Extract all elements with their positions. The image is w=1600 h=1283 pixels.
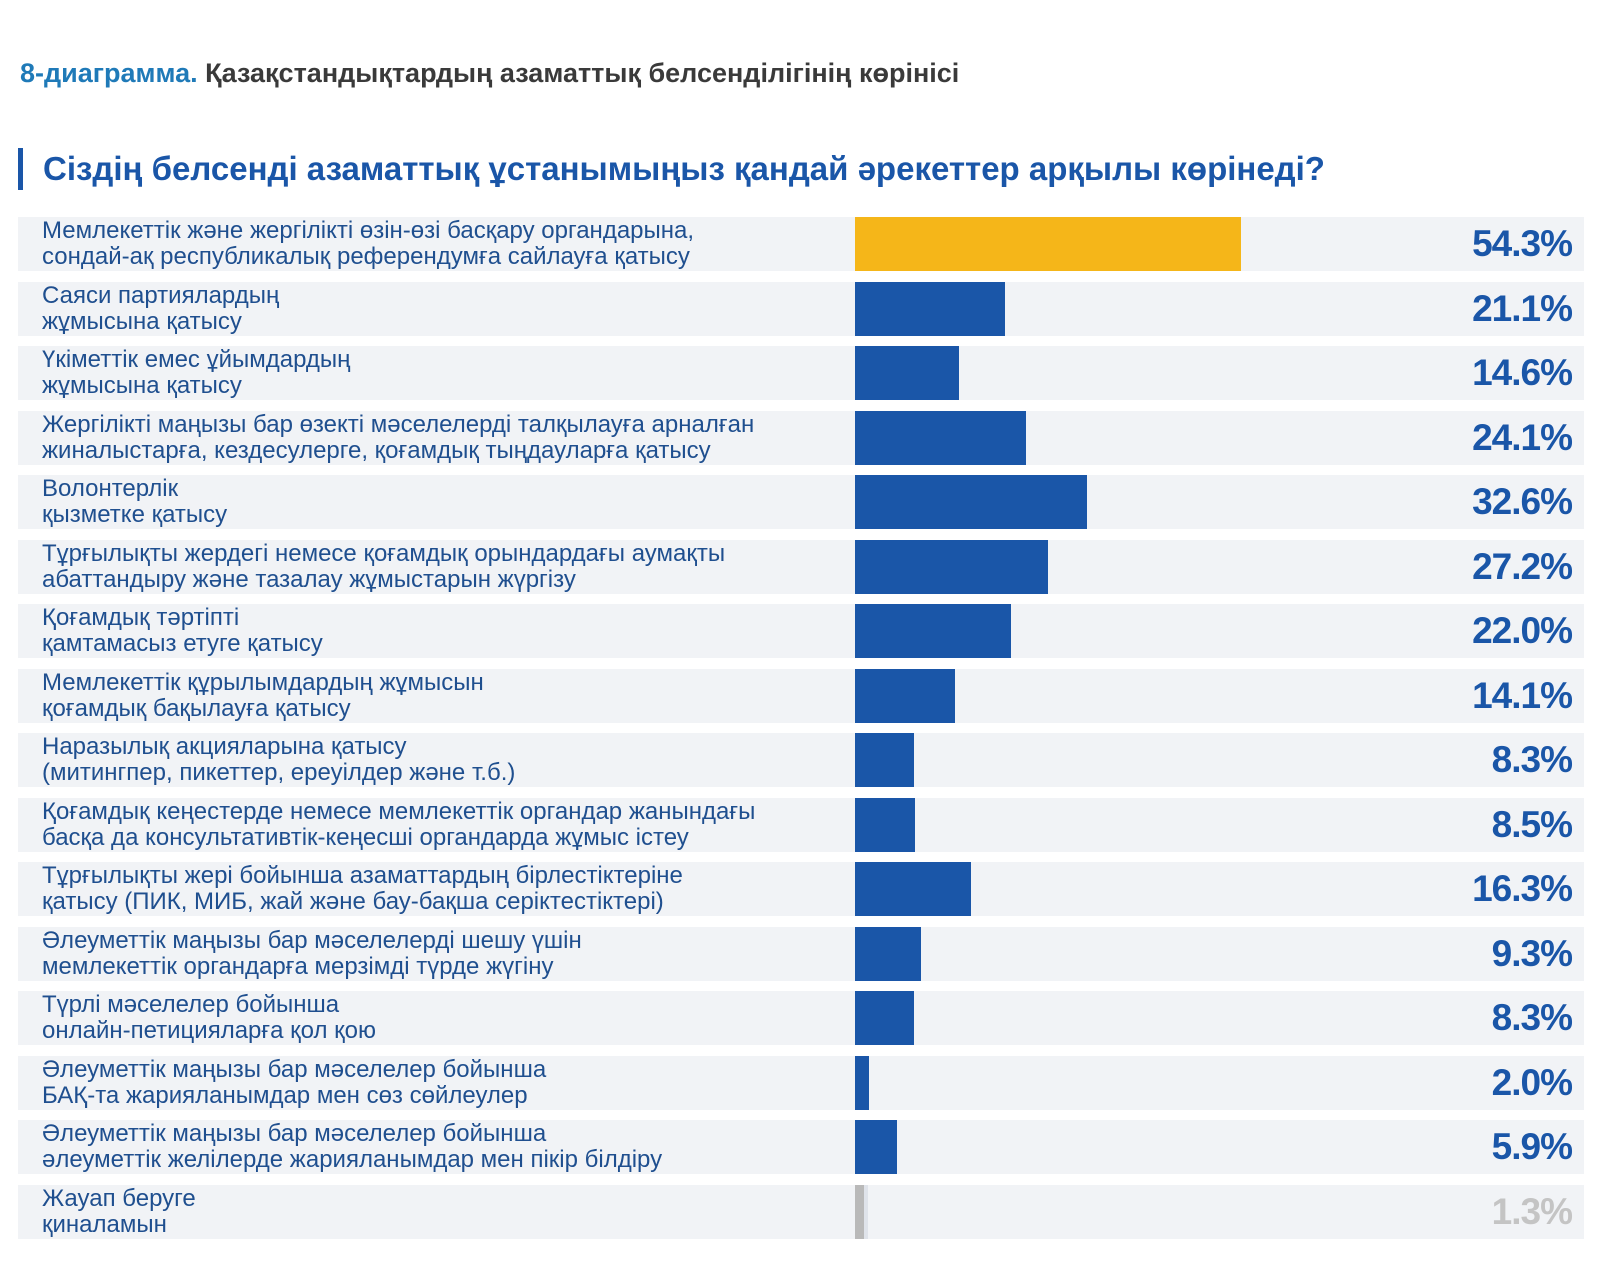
category-label: Тұрғылықты жердегі немесе қоғамдық орынд… xyxy=(42,540,726,593)
bar xyxy=(855,346,959,400)
bar xyxy=(855,733,914,787)
category-label: Түрлі мәселелер бойынша онлайн-петицияла… xyxy=(42,991,377,1044)
chart-row: Мемлекеттік құрылымдардың жұмысын қоғамд… xyxy=(18,669,1584,723)
category-label: Мемлекеттік құрылымдардың жұмысын қоғамд… xyxy=(42,669,484,722)
bar xyxy=(855,1120,897,1174)
chart-row: Әлеуметтік маңызы бар мәселелер бойынша … xyxy=(18,1120,1584,1174)
data-label: 8.3% xyxy=(1491,997,1573,1038)
figure-title: Қазақстандықтардың азаматтық белсенділіг… xyxy=(205,58,960,88)
category-label: Қоғамдық тәртіпті қамтамасыз етуге қатыс… xyxy=(42,604,323,657)
bar xyxy=(855,411,1027,465)
data-label: 16.3% xyxy=(1472,868,1573,909)
chart-row: Наразылық акцияларына қатысу (митингпер,… xyxy=(18,733,1584,787)
category-label: Әлеуметтік маңызы бар мәселелер бойынша … xyxy=(42,1120,663,1173)
chart-row: Үкіметтік емес ұйымдардың жұмысына қатыс… xyxy=(18,346,1584,400)
data-label: 54.3% xyxy=(1472,223,1573,264)
category-label: Тұрғылықты жері бойынша азаматтардың бір… xyxy=(42,862,683,915)
bar xyxy=(855,475,1087,529)
bar xyxy=(855,669,956,723)
bar xyxy=(855,862,971,916)
figure-caption: 8-диаграмма. Қазақстандықтардың азаматты… xyxy=(20,58,959,89)
data-label: 5.9% xyxy=(1491,1126,1573,1167)
bar xyxy=(855,217,1241,271)
bar xyxy=(855,540,1049,594)
chart-row: Мемлекеттік және жергілікті өзін-өзі бас… xyxy=(18,217,1584,271)
category-label: Наразылық акцияларына қатысу (митингпер,… xyxy=(42,733,516,786)
chart-row: Қоғамдық тәртіпті қамтамасыз етуге қатыс… xyxy=(18,604,1584,658)
category-label: Әлеуметтік маңызы бар мәселелер бойынша … xyxy=(42,1056,547,1109)
chart-row: Жауап беруге қиналамын 1.3% xyxy=(18,1185,1584,1239)
data-label: 14.6% xyxy=(1472,352,1573,393)
chart-row: Әлеуметтік маңызы бар мәселелерді шешу ү… xyxy=(18,927,1584,981)
bar xyxy=(855,991,914,1045)
category-label: Волонтерлік қызметке қатысу xyxy=(42,475,228,528)
data-label: 9.3% xyxy=(1491,933,1573,974)
data-label: 21.1% xyxy=(1472,288,1573,329)
category-label: Мемлекеттік және жергілікті өзін-өзі бас… xyxy=(42,217,695,270)
chart-row: Тұрғылықты жердегі немесе қоғамдық орынд… xyxy=(18,540,1584,594)
bar xyxy=(855,798,916,852)
bar xyxy=(855,1185,865,1239)
chart-row: Тұрғылықты жері бойынша азаматтардың бір… xyxy=(18,862,1584,916)
chart-row: Жергілікті маңызы бар өзекті мәселелерді… xyxy=(18,411,1584,465)
chart-row: Волонтерлік қызметке қатысу 32.6% xyxy=(18,475,1584,529)
data-label: 22.0% xyxy=(1472,610,1573,651)
data-label: 24.1% xyxy=(1472,417,1573,458)
figure-number: 8-диаграмма. xyxy=(20,58,198,88)
data-label: 8.3% xyxy=(1491,739,1573,780)
category-label: Жауап беруге қиналамын xyxy=(42,1185,196,1238)
data-label: 2.0% xyxy=(1491,1062,1573,1103)
data-label: 1.3% xyxy=(1491,1191,1573,1232)
bar xyxy=(855,604,1012,658)
data-label: 27.2% xyxy=(1472,546,1573,587)
chart-row: Қоғамдық кеңестерде немесе мемлекеттік о… xyxy=(18,798,1584,852)
chart-row: Саяси партиялардың жұмысына қатысу 21.1% xyxy=(18,282,1584,336)
chart-title: Сіздің белсенді азаматтық ұстанымыңыз қа… xyxy=(18,148,1325,190)
chart-row: Түрлі мәселелер бойынша онлайн-петицияла… xyxy=(18,991,1584,1045)
data-label: 14.1% xyxy=(1472,675,1573,716)
category-label: Саяси партиялардың жұмысына қатысу xyxy=(42,282,280,335)
bar xyxy=(855,1056,870,1110)
data-label: 32.6% xyxy=(1472,481,1573,522)
category-label: Үкіметтік емес ұйымдардың жұмысына қатыс… xyxy=(42,346,351,399)
bar xyxy=(855,282,1005,336)
chart-row: Әлеуметтік маңызы бар мәселелер бойынша … xyxy=(18,1056,1584,1110)
category-label: Жергілікті маңызы бар өзекті мәселелерді… xyxy=(42,411,755,464)
bar xyxy=(855,927,922,981)
data-label: 8.5% xyxy=(1491,804,1573,845)
category-label: Әлеуметтік маңызы бар мәселелерді шешу ү… xyxy=(42,927,582,980)
category-label: Қоғамдық кеңестерде немесе мемлекеттік о… xyxy=(42,798,756,851)
